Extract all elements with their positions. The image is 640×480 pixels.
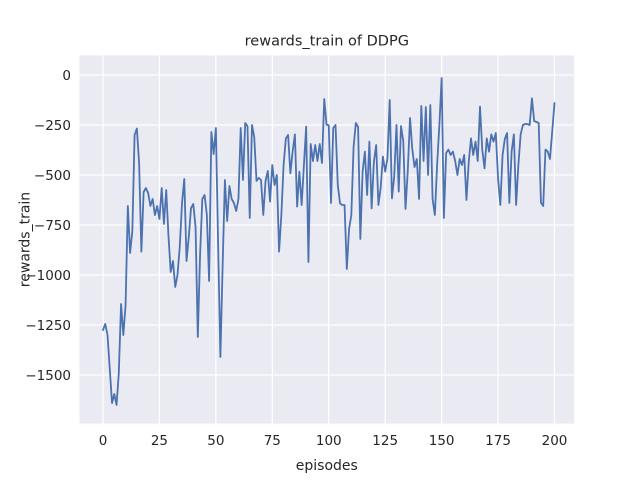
x-tick-label: 175 (485, 433, 511, 449)
y-tick-label: −1250 (25, 318, 71, 334)
chart-title: rewards_train of DDPG (245, 34, 409, 50)
data-series (102, 77, 556, 406)
y-tick-label: −500 (34, 168, 71, 184)
y-tick-label: −250 (34, 118, 71, 134)
x-axis-label: episodes (296, 458, 358, 474)
x-tick-label: 75 (264, 433, 281, 449)
x-tick-label: 150 (429, 433, 455, 449)
x-tick-label: 125 (372, 433, 398, 449)
x-tick-label: 200 (542, 433, 568, 449)
x-tick-label: 0 (99, 433, 108, 449)
y-tick-label: −1000 (25, 268, 71, 284)
y-tick-label: 0 (62, 68, 71, 84)
x-tick-label: 50 (207, 433, 224, 449)
x-tick-label: 100 (316, 433, 342, 449)
axes-background (79, 55, 575, 424)
y-axis-label: rewards_train (18, 192, 34, 287)
x-axis-tick-labels: 0 25 50 75 100 125 150 175 200 (99, 433, 568, 449)
y-tick-label: −1500 (25, 368, 71, 384)
y-tick-label: −750 (34, 218, 71, 234)
y-axis-tick-labels: 0 −250 −500 −750 −1000 −1250 −1500 (25, 68, 71, 384)
x-tick-label: 25 (151, 433, 168, 449)
reward-line (102, 77, 556, 406)
